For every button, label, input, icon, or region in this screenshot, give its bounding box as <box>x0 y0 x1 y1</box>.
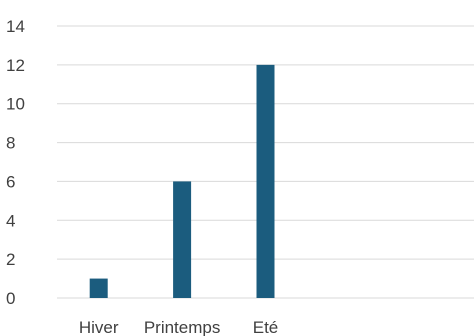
y-tick-label: 8 <box>6 134 15 153</box>
bar-eté <box>256 64 275 298</box>
y-axis-tick-labels: 0 2 4 6 8 10 12 14 <box>6 17 25 308</box>
bars <box>89 64 275 298</box>
bar-printemps <box>173 181 192 298</box>
y-tick-label: 14 <box>6 17 25 36</box>
x-category-label: Eté <box>253 318 279 336</box>
x-category-label: Hiver <box>79 318 119 336</box>
x-category-label: Printemps <box>144 318 221 336</box>
y-tick-label: 10 <box>6 95 25 114</box>
x-axis-category-labels: Hiver Printemps Eté <box>79 318 278 336</box>
bar-hiver <box>89 278 108 298</box>
y-tick-label: 4 <box>6 211 15 230</box>
y-tick-label: 0 <box>6 289 15 308</box>
y-tick-label: 6 <box>6 172 15 191</box>
y-tick-label: 2 <box>6 250 15 269</box>
y-tick-label: 12 <box>6 56 25 75</box>
